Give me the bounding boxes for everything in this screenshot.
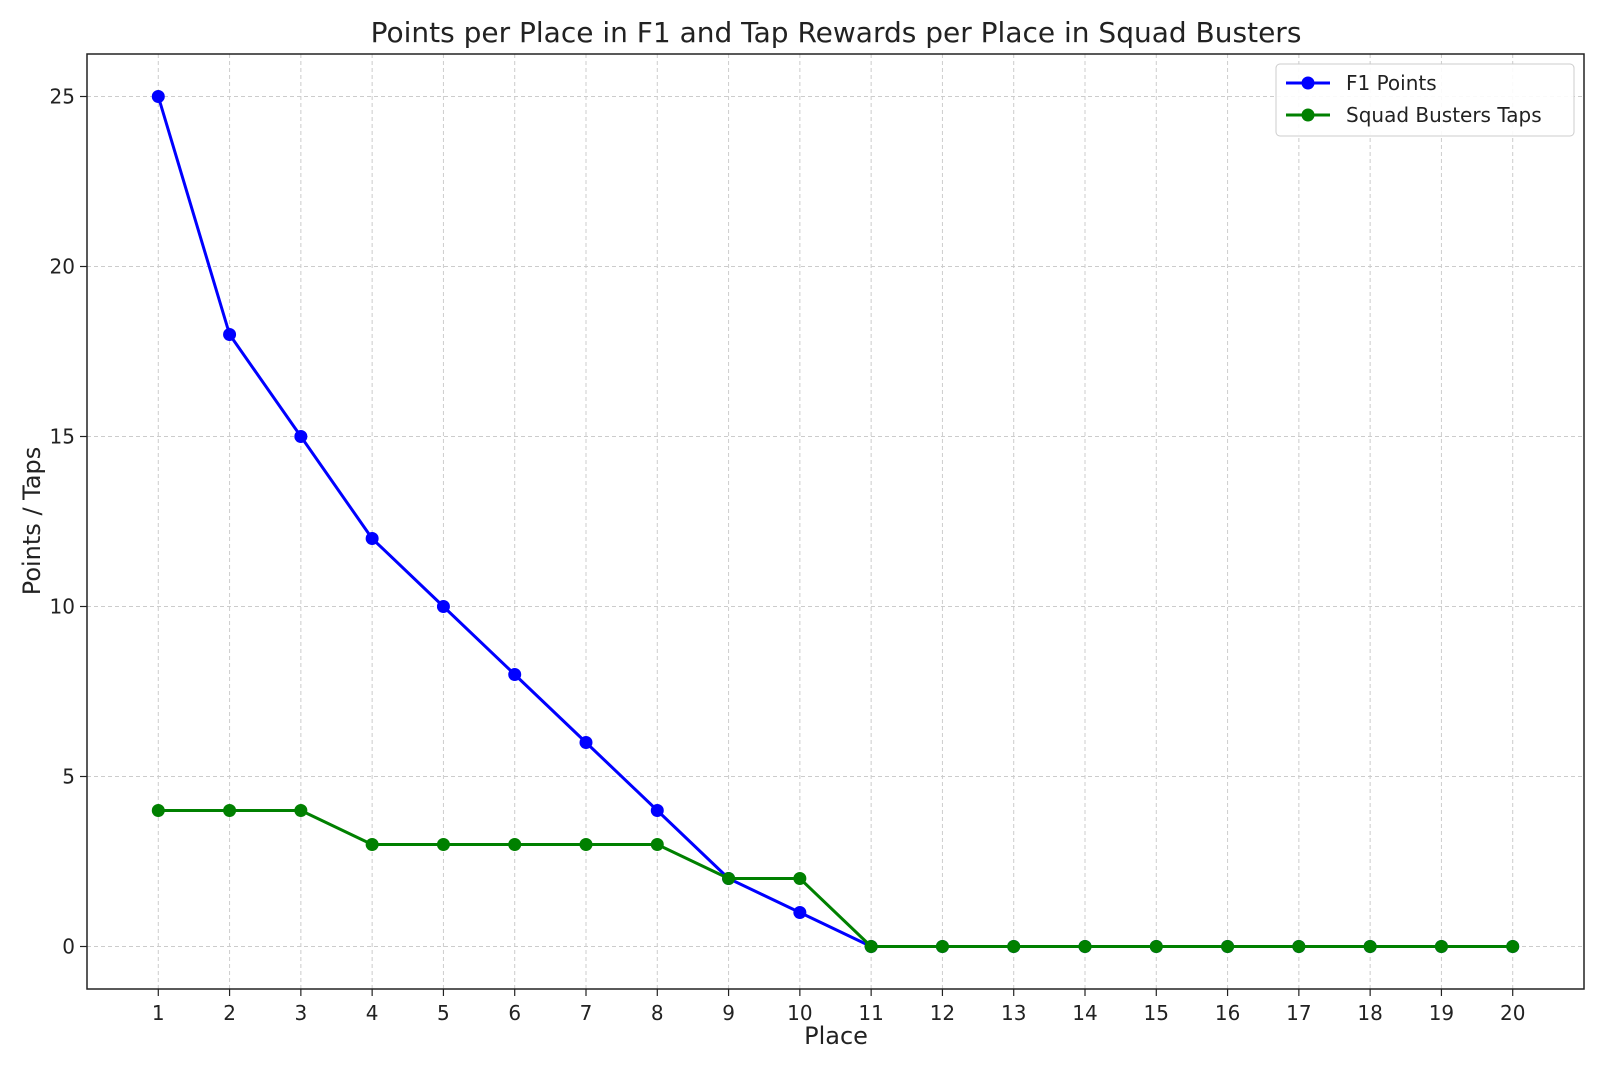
y-tick-label: 5 bbox=[62, 765, 75, 789]
point-squad-busters-taps bbox=[1007, 940, 1021, 953]
y-tick-label: 15 bbox=[50, 425, 75, 449]
x-tick-label: 15 bbox=[1144, 1001, 1169, 1025]
series-line-squad-busters-taps bbox=[158, 809, 1513, 948]
x-tick-label: 16 bbox=[1215, 1001, 1240, 1025]
legend-box bbox=[1275, 63, 1575, 137]
point-squad-busters-taps bbox=[650, 838, 664, 851]
point-f1-points bbox=[650, 804, 664, 817]
x-tick-label: 10 bbox=[787, 1001, 812, 1025]
point-squad-busters-taps bbox=[151, 804, 165, 817]
x-tick-label: 12 bbox=[930, 1001, 955, 1025]
point-squad-busters-taps bbox=[1363, 940, 1377, 953]
y-axis-label: Points / Taps bbox=[18, 447, 46, 596]
point-squad-busters-taps bbox=[793, 872, 807, 885]
x-tick-label: 20 bbox=[1500, 1001, 1525, 1025]
y-tick-label: 10 bbox=[50, 595, 75, 619]
x-axis-label: Place bbox=[804, 1022, 868, 1050]
point-squad-busters-taps bbox=[294, 804, 308, 817]
point-squad-busters-taps bbox=[1434, 940, 1448, 953]
point-squad-busters-taps bbox=[223, 804, 237, 817]
grid bbox=[87, 54, 1584, 989]
plot-frame bbox=[86, 53, 1585, 990]
x-tick-label: 6 bbox=[508, 1001, 521, 1025]
x-tick-label: 18 bbox=[1357, 1001, 1382, 1025]
chart-title: Points per Place in F1 and Tap Rewards p… bbox=[371, 16, 1302, 49]
point-squad-busters-taps bbox=[1221, 940, 1235, 953]
x-tick-label: 4 bbox=[366, 1001, 379, 1025]
point-squad-busters-taps bbox=[436, 838, 450, 851]
point-squad-busters-taps bbox=[935, 940, 949, 953]
series-layer bbox=[151, 90, 1520, 953]
point-f1-points bbox=[793, 906, 807, 919]
y-axis-ticks: 0 5 10 15 20 25 bbox=[50, 85, 87, 959]
x-tick-label: 7 bbox=[580, 1001, 593, 1025]
x-tick-label: 13 bbox=[1001, 1001, 1026, 1025]
legend-marker-squad-busters-taps bbox=[1301, 108, 1315, 122]
point-squad-busters-taps bbox=[365, 838, 379, 851]
point-squad-busters-taps bbox=[1149, 940, 1163, 953]
x-tick-label: 11 bbox=[858, 1001, 883, 1025]
x-tick-label: 5 bbox=[437, 1001, 450, 1025]
legend-marker-f1-points bbox=[1301, 76, 1315, 90]
legend-label-f1-points: F1 Points bbox=[1346, 71, 1437, 95]
y-tick-label: 25 bbox=[50, 85, 75, 109]
point-f1-points bbox=[579, 736, 593, 749]
point-f1-points bbox=[294, 430, 308, 443]
point-f1-points bbox=[436, 600, 450, 613]
point-squad-busters-taps bbox=[864, 940, 878, 953]
series-line-f1-points bbox=[156, 96, 1513, 948]
legend: F1 Points Squad Busters Taps bbox=[1275, 63, 1575, 137]
y-tick-label: 20 bbox=[50, 255, 75, 279]
x-tick-label: 19 bbox=[1429, 1001, 1454, 1025]
point-f1-points bbox=[223, 328, 237, 341]
legend-label-squad-busters-taps: Squad Busters Taps bbox=[1346, 103, 1542, 127]
x-tick-label: 9 bbox=[722, 1001, 735, 1025]
x-tick-label: 2 bbox=[223, 1001, 236, 1025]
point-squad-busters-taps bbox=[1292, 940, 1306, 953]
x-tick-label: 17 bbox=[1286, 1001, 1311, 1025]
point-squad-busters-taps bbox=[508, 838, 522, 851]
point-squad-busters-taps bbox=[579, 838, 593, 851]
x-tick-label: 8 bbox=[651, 1001, 664, 1025]
point-f1-points bbox=[151, 90, 165, 103]
point-f1-points bbox=[365, 532, 379, 545]
point-f1-points bbox=[508, 668, 522, 681]
point-squad-busters-taps bbox=[1078, 940, 1092, 953]
y-tick-label: 0 bbox=[62, 935, 75, 959]
point-squad-busters-taps bbox=[722, 872, 736, 885]
x-tick-label: 3 bbox=[294, 1001, 307, 1025]
x-axis-ticks: 1 2 3 4 5 6 7 8 9 10 11 12 13 14 15 16 17 18 19 20 bbox=[152, 989, 1525, 1025]
x-tick-label: 1 bbox=[152, 1001, 165, 1025]
x-tick-label: 14 bbox=[1072, 1001, 1097, 1025]
point-squad-busters-taps bbox=[1506, 940, 1520, 953]
